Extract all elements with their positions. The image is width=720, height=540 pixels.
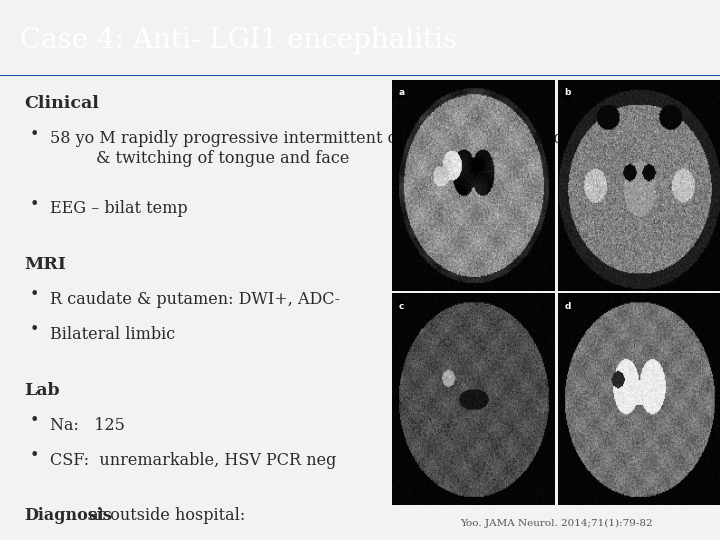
Text: d: d — [564, 302, 570, 311]
Text: •: • — [30, 286, 39, 303]
Text: Diagnosis: Diagnosis — [24, 508, 112, 524]
Text: CSF:  unremarkable, HSV PCR neg: CSF: unremarkable, HSV PCR neg — [50, 451, 337, 469]
Text: Case 4: Anti- LGI1 encephalitis: Case 4: Anti- LGI1 encephalitis — [20, 28, 457, 55]
Text: •: • — [30, 412, 39, 429]
Text: Yoo. JAMA Neurol. 2014;71(1):79-82: Yoo. JAMA Neurol. 2014;71(1):79-82 — [460, 519, 652, 528]
Text: Na:   125: Na: 125 — [50, 417, 125, 434]
Text: c: c — [399, 302, 404, 311]
Text: b: b — [564, 89, 570, 97]
Text: Clinical: Clinical — [24, 96, 99, 112]
Text: a: a — [399, 89, 405, 97]
Text: •: • — [30, 447, 39, 464]
Text: 58 yo M rapidly progressive intermittent confusion, memory loss,
         & twit: 58 yo M rapidly progressive intermittent… — [50, 130, 585, 167]
Text: at outside hospital:: at outside hospital: — [84, 508, 246, 524]
Text: •: • — [30, 195, 39, 213]
Text: •: • — [30, 126, 39, 143]
Text: MRI: MRI — [24, 256, 66, 273]
Text: Bilateral limbic: Bilateral limbic — [50, 326, 176, 343]
Text: •: • — [30, 321, 39, 338]
Text: R caudate & putamen: DWI+, ADC-: R caudate & putamen: DWI+, ADC- — [50, 291, 341, 308]
Text: Lab: Lab — [24, 382, 59, 399]
Text: EEG – bilat temp: EEG – bilat temp — [50, 200, 188, 217]
